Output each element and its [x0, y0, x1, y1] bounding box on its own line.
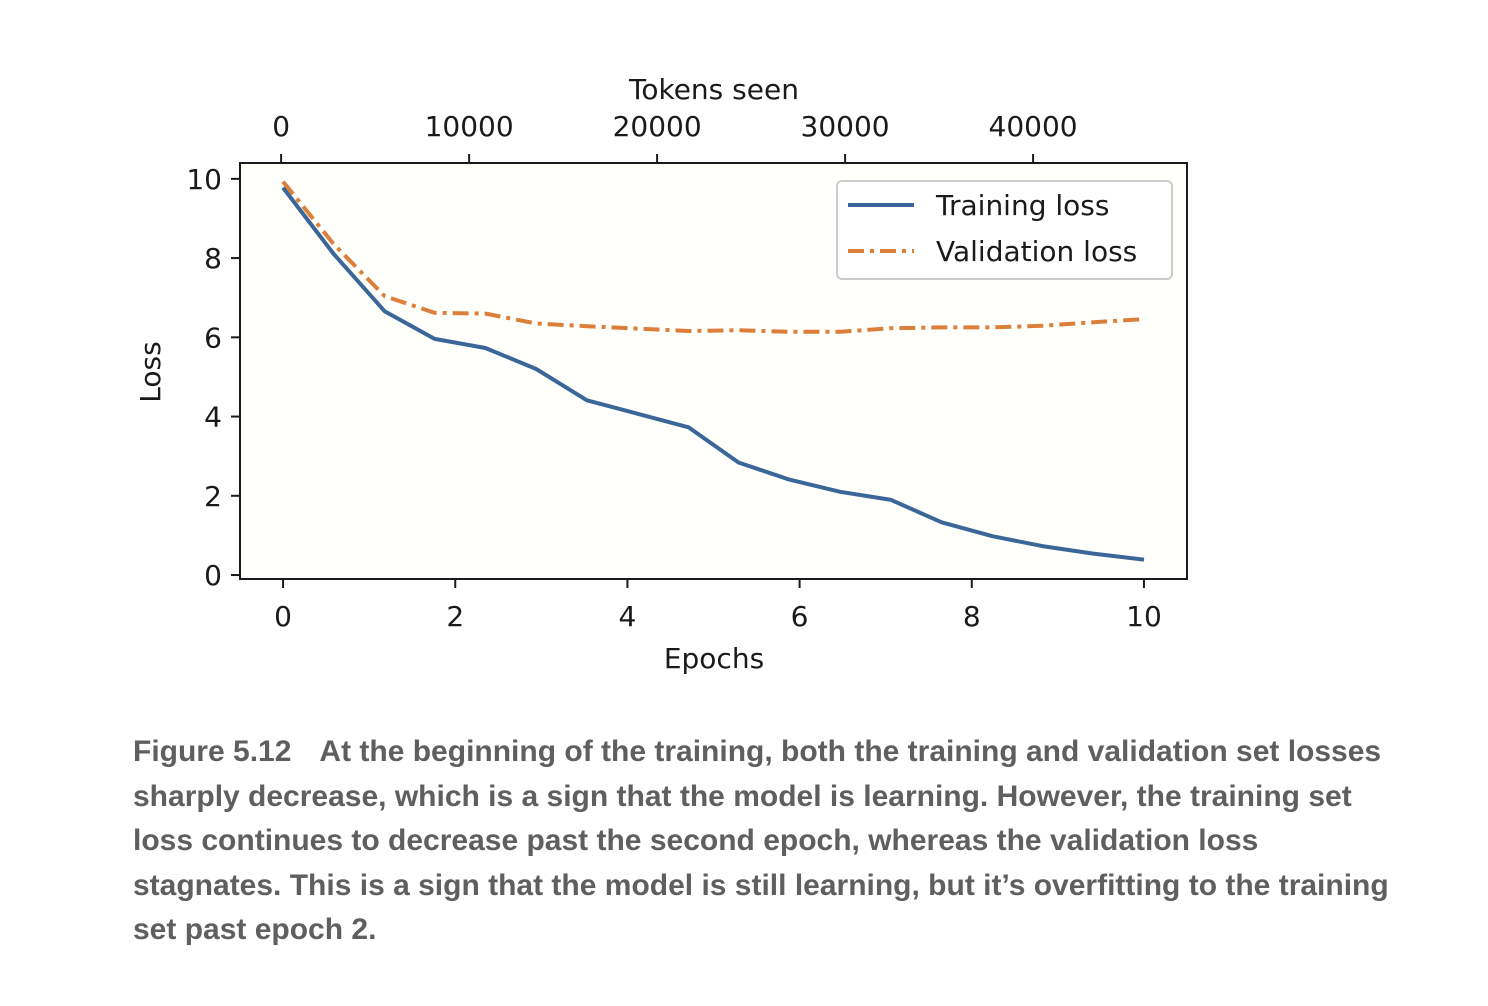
x-tick-label: 4 — [618, 600, 636, 633]
x-tick-label: 0 — [274, 600, 292, 633]
top-tick-label: 30000 — [801, 110, 890, 143]
x-tick-label: 8 — [963, 600, 981, 633]
y-tick-label: 2 — [204, 480, 222, 513]
x-tick-label: 2 — [446, 600, 464, 633]
top-axis-label: Tokens seen — [628, 73, 799, 106]
x-tick-label: 10 — [1126, 600, 1162, 633]
top-tick-label: 40000 — [989, 110, 1078, 143]
top-tick-label: 20000 — [613, 110, 702, 143]
y-tick-label: 10 — [186, 163, 222, 196]
figure-caption: Figure 5.12 At the beginning of the train… — [133, 730, 1393, 953]
x-tick-label: 6 — [791, 600, 809, 633]
x-axis-label: Epochs — [664, 642, 764, 675]
top-tick-label: 0 — [272, 110, 290, 143]
caption-text: At the beginning of the training, both t… — [133, 735, 1389, 946]
legend-label-training: Training loss — [935, 189, 1109, 222]
loss-chart: 0 2 4 6 8 10 0 2 4 6 8 10 0 10000 20000 30000 40000 Epoc… — [134, 73, 1188, 675]
validation-loss-line — [281, 180, 1145, 334]
y-tick-label: 4 — [204, 401, 222, 434]
y-tick-label: 8 — [204, 242, 222, 275]
y-tick-label: 6 — [204, 321, 222, 354]
legend-box — [836, 180, 1173, 280]
legend: Training loss Validation loss — [836, 180, 1173, 280]
caption-label: Figure 5.12 — [133, 735, 292, 768]
y-axis-label: Loss — [134, 341, 167, 402]
legend-label-validation: Validation loss — [936, 235, 1137, 268]
plot-frame — [239, 162, 1188, 580]
y-tick-label: 0 — [204, 559, 222, 592]
training-loss-line — [281, 186, 1145, 562]
top-tick-label: 10000 — [425, 110, 514, 143]
